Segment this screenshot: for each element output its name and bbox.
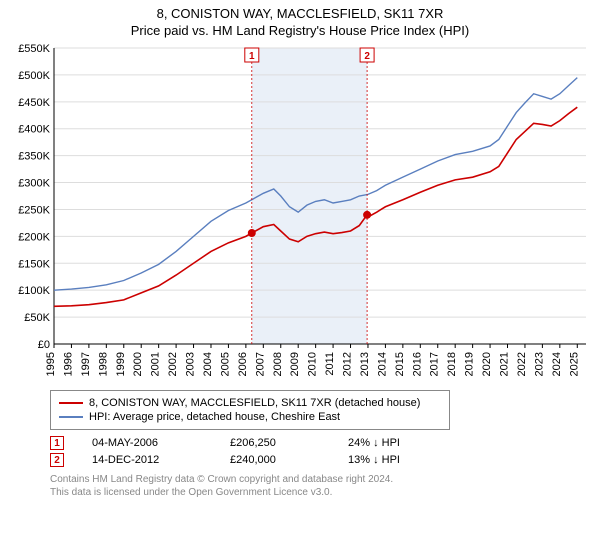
svg-text:£300K: £300K bbox=[18, 178, 50, 190]
svg-text:2008: 2008 bbox=[272, 352, 284, 376]
legend-item: 8, CONISTON WAY, MACCLESFIELD, SK11 7XR … bbox=[59, 397, 441, 409]
svg-text:2: 2 bbox=[364, 51, 370, 62]
svg-text:£0: £0 bbox=[38, 339, 50, 351]
svg-text:£100K: £100K bbox=[18, 285, 50, 297]
sales-row: 2 14-DEC-2012 £240,000 13% ↓ HPI bbox=[50, 453, 590, 467]
sale-delta: 24% ↓ HPI bbox=[348, 437, 400, 449]
svg-text:1997: 1997 bbox=[80, 352, 92, 376]
svg-text:2007: 2007 bbox=[254, 352, 266, 376]
svg-text:2009: 2009 bbox=[289, 352, 301, 376]
svg-text:£450K: £450K bbox=[18, 97, 50, 109]
svg-text:2023: 2023 bbox=[533, 352, 545, 376]
svg-text:£550K: £550K bbox=[18, 44, 50, 55]
sale-date: 04-MAY-2006 bbox=[92, 437, 202, 449]
svg-text:1: 1 bbox=[249, 51, 255, 62]
sale-delta: 13% ↓ HPI bbox=[348, 454, 400, 466]
svg-text:1995: 1995 bbox=[45, 352, 57, 376]
sale-price: £206,250 bbox=[230, 437, 320, 449]
sales-row: 1 04-MAY-2006 £206,250 24% ↓ HPI bbox=[50, 436, 590, 450]
svg-text:2002: 2002 bbox=[167, 352, 179, 376]
svg-text:£500K: £500K bbox=[18, 70, 50, 82]
sales-table: 1 04-MAY-2006 £206,250 24% ↓ HPI 2 14-DEC-201… bbox=[50, 436, 590, 467]
svg-text:2010: 2010 bbox=[307, 352, 319, 376]
svg-text:£250K: £250K bbox=[18, 204, 50, 216]
svg-text:2018: 2018 bbox=[446, 352, 458, 376]
svg-text:£350K: £350K bbox=[18, 151, 50, 163]
svg-text:2015: 2015 bbox=[394, 352, 406, 376]
svg-text:2011: 2011 bbox=[324, 352, 336, 376]
legend-swatch bbox=[59, 402, 83, 404]
svg-text:2003: 2003 bbox=[185, 352, 197, 376]
svg-text:£400K: £400K bbox=[18, 124, 50, 136]
svg-text:2016: 2016 bbox=[411, 352, 423, 376]
svg-text:2013: 2013 bbox=[359, 352, 371, 376]
page-title: 8, CONISTON WAY, MACCLESFIELD, SK11 7XR bbox=[10, 6, 590, 21]
legend-item: HPI: Average price, detached house, Ches… bbox=[59, 411, 441, 423]
legend: 8, CONISTON WAY, MACCLESFIELD, SK11 7XR … bbox=[50, 390, 450, 430]
footnote: Contains HM Land Registry data © Crown c… bbox=[50, 473, 590, 499]
footnote-line: Contains HM Land Registry data © Crown c… bbox=[50, 473, 590, 486]
sale-marker-icon: 2 bbox=[50, 453, 64, 467]
svg-text:2004: 2004 bbox=[202, 352, 214, 376]
svg-text:2022: 2022 bbox=[516, 352, 528, 376]
legend-swatch bbox=[59, 416, 83, 418]
svg-text:2005: 2005 bbox=[219, 352, 231, 376]
sale-marker-icon: 1 bbox=[50, 436, 64, 450]
svg-text:2001: 2001 bbox=[150, 352, 162, 376]
svg-text:1999: 1999 bbox=[115, 352, 127, 376]
svg-text:£150K: £150K bbox=[18, 258, 50, 270]
page-subtitle: Price paid vs. HM Land Registry's House … bbox=[10, 23, 590, 38]
svg-text:2017: 2017 bbox=[429, 352, 441, 376]
svg-text:£50K: £50K bbox=[24, 312, 50, 324]
svg-text:2021: 2021 bbox=[499, 352, 511, 376]
svg-text:2012: 2012 bbox=[342, 352, 354, 376]
price-chart: £0 £50K £100K £150K £200K £250K £300K £350K £400… bbox=[10, 44, 590, 384]
svg-text:2000: 2000 bbox=[132, 352, 144, 376]
svg-text:£200K: £200K bbox=[18, 231, 50, 243]
svg-text:2024: 2024 bbox=[551, 352, 563, 376]
svg-text:1996: 1996 bbox=[62, 352, 74, 376]
svg-text:2014: 2014 bbox=[376, 352, 388, 376]
svg-text:2020: 2020 bbox=[481, 352, 493, 376]
svg-text:2019: 2019 bbox=[464, 352, 476, 376]
footnote-line: This data is licensed under the Open Gov… bbox=[50, 486, 590, 499]
svg-text:1998: 1998 bbox=[97, 352, 109, 376]
legend-label: 8, CONISTON WAY, MACCLESFIELD, SK11 7XR … bbox=[89, 397, 420, 409]
sale-date: 14-DEC-2012 bbox=[92, 454, 202, 466]
svg-text:2006: 2006 bbox=[237, 352, 249, 376]
sale-price: £240,000 bbox=[230, 454, 320, 466]
svg-text:2025: 2025 bbox=[568, 352, 580, 376]
legend-label: HPI: Average price, detached house, Ches… bbox=[89, 411, 340, 423]
